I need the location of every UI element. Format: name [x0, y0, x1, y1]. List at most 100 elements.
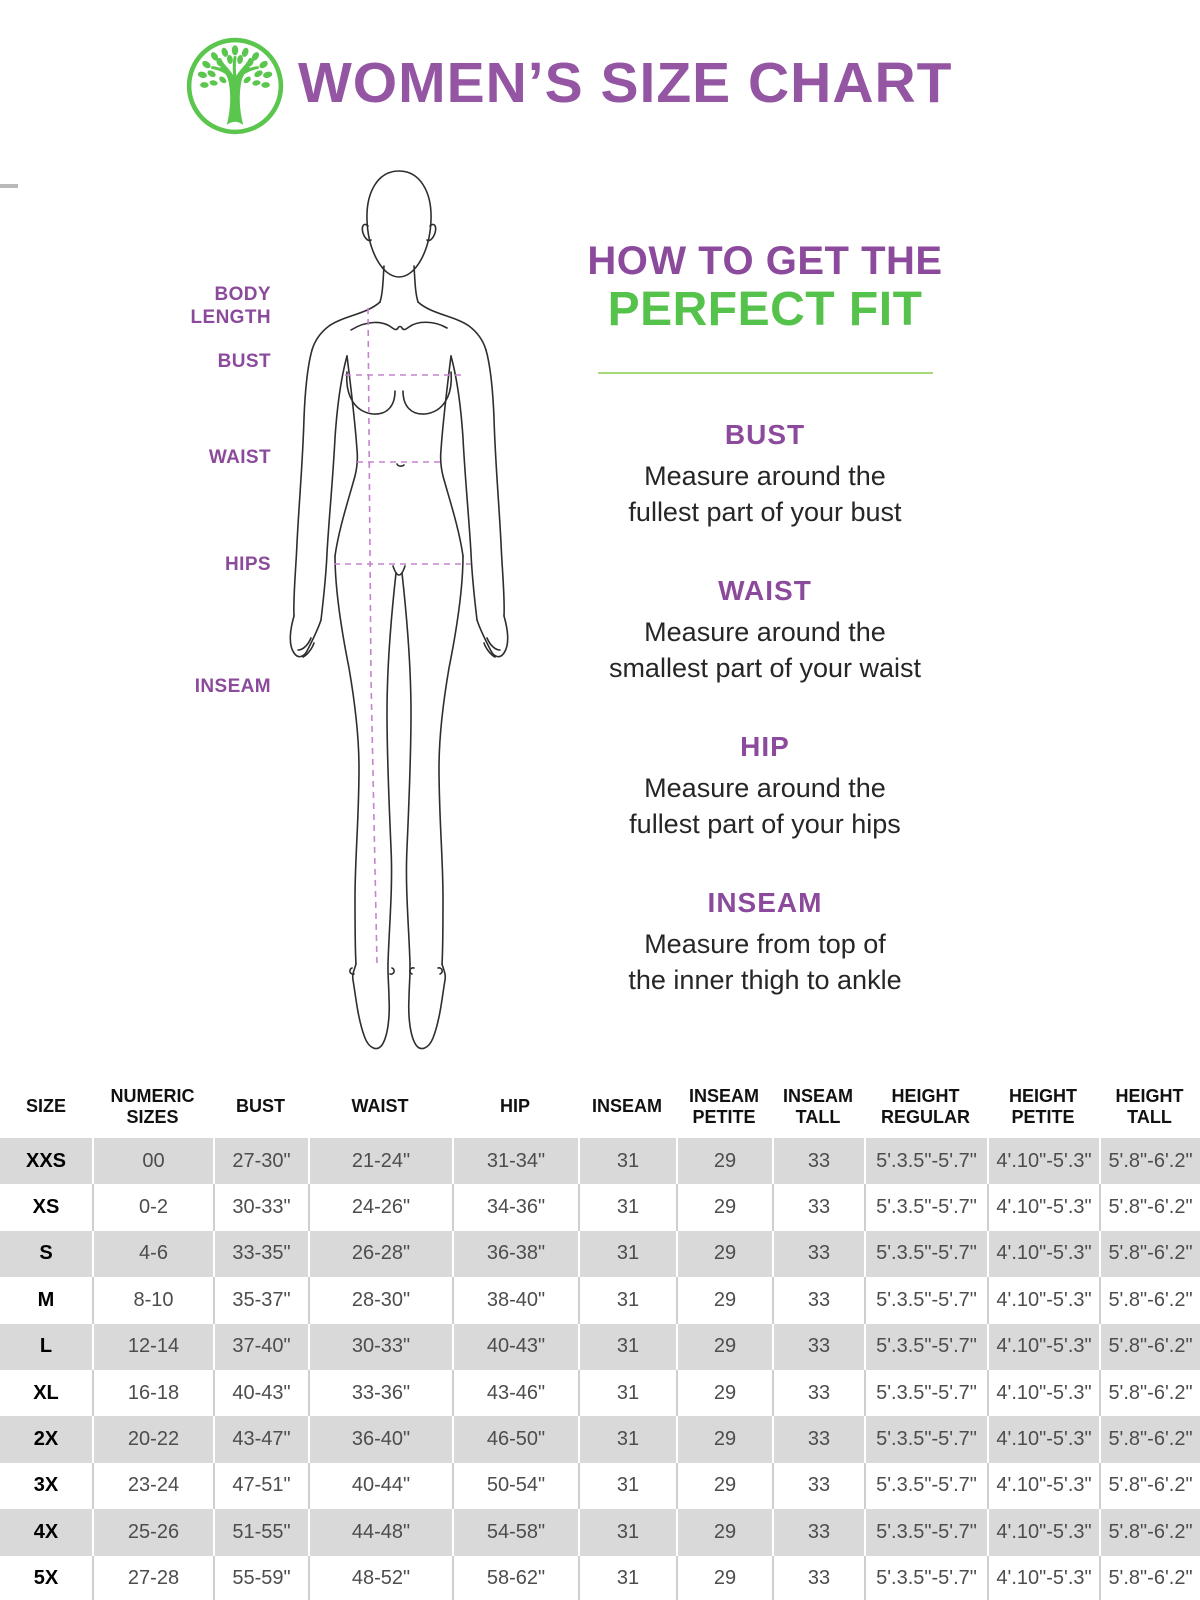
table-cell: 50-54" — [452, 1462, 578, 1510]
table-cell: 29 — [676, 1555, 772, 1600]
table-cell: 4'.10"-5'.3" — [987, 1509, 1099, 1556]
howto-heading-line1: HOW TO GET THE — [587, 239, 943, 283]
table-cell: 4'.10"-5'.3" — [987, 1555, 1099, 1600]
table-cell: 4'.10"-5'.3" — [987, 1277, 1099, 1324]
table-cell: 34-36" — [452, 1184, 578, 1231]
column-header: HEIGHT PETITE — [1008, 1085, 1077, 1127]
table-cell: 29 — [676, 1369, 772, 1417]
table-cell: 24-26" — [308, 1184, 452, 1231]
table-cell: 29 — [676, 1230, 772, 1278]
table-cell: 33 — [772, 1555, 864, 1600]
table-cell: 5'.3.5"-5'.7" — [864, 1323, 987, 1370]
section-text-line: fullest part of your hips — [629, 809, 901, 839]
row-size-label: XL — [0, 1369, 92, 1417]
tree-icon — [186, 37, 284, 135]
table-cell: 33 — [772, 1416, 864, 1463]
table-cell: 37-40" — [213, 1323, 308, 1370]
table-cell: 31 — [578, 1323, 676, 1370]
table-cell: 31 — [578, 1509, 676, 1556]
page-title: WOMEN’S SIZE CHART — [298, 51, 953, 115]
table-cell: 33-36" — [308, 1369, 452, 1417]
table-cell: 40-43" — [213, 1369, 308, 1417]
table-cell: 36-38" — [452, 1230, 578, 1278]
section-text-line: Measure around the — [644, 617, 886, 647]
column-header: INSEAM — [591, 1096, 662, 1116]
column-header: HEIGHT TALL — [1115, 1085, 1184, 1127]
table-cell: 29 — [676, 1509, 772, 1556]
table-cell: 0-2 — [92, 1184, 213, 1231]
figure-label-hips: HIPS — [225, 554, 271, 575]
table-cell: 31 — [578, 1184, 676, 1231]
table-cell: 33 — [772, 1138, 864, 1185]
table-cell: 43-46" — [452, 1369, 578, 1417]
table-cell: 5'.3.5"-5'.7" — [864, 1369, 987, 1417]
row-size-label: XS — [0, 1184, 92, 1231]
row-size-label: 2X — [0, 1416, 92, 1463]
table-cell: 4'.10"-5'.3" — [987, 1462, 1099, 1510]
table-cell: 4'.10"-5'.3" — [987, 1369, 1099, 1417]
table-cell: 30-33" — [213, 1184, 308, 1231]
table-cell: 47-51" — [213, 1462, 308, 1510]
row-size-label: 4X — [0, 1509, 92, 1556]
table-cell: 16-18 — [92, 1369, 213, 1417]
table-cell: 33 — [772, 1462, 864, 1510]
table-cell: 40-44" — [308, 1462, 452, 1510]
section-heading: WAIST — [718, 575, 812, 606]
table-cell: 00 — [92, 1138, 213, 1185]
row-size-label: 3X — [0, 1462, 92, 1510]
table-cell: 48-52" — [308, 1555, 452, 1600]
table-cell: 4'.10"-5'.3" — [987, 1323, 1099, 1370]
table-cell: 31 — [578, 1462, 676, 1510]
section-text-line: Measure around the — [644, 461, 886, 491]
table-cell: 55-59" — [213, 1555, 308, 1600]
size-chart-table: SIZE NUMERIC SIZES BUST WAIST HIP INSEAM INSEA… — [0, 1075, 1200, 1600]
table-cell: 31 — [578, 1138, 676, 1185]
table-cell: 5'.8"-6'.2" — [1099, 1184, 1200, 1231]
table-cell: 4-6 — [92, 1230, 213, 1278]
table-cell: 5'.3.5"-5'.7" — [864, 1277, 987, 1324]
figure-label-waist: WAIST — [208, 447, 271, 468]
column-header: INSEAM TALL — [782, 1085, 853, 1127]
table-cell: 33 — [772, 1323, 864, 1370]
table-cell: 5'.8"-6'.2" — [1099, 1416, 1200, 1463]
column-header: BUST — [236, 1096, 285, 1116]
column-header: WAIST — [351, 1096, 409, 1116]
section-text-line: smallest part of your waist — [608, 653, 922, 683]
row-size-label: 5X — [0, 1555, 92, 1600]
table-cell: 5'.3.5"-5'.7" — [864, 1555, 987, 1600]
row-size-label: XXS — [0, 1138, 92, 1185]
howto-section-inseam: INSEAM Measure from top of the inner thi… — [580, 887, 950, 998]
table-cell: 23-24 — [92, 1462, 213, 1510]
section-text-line: Measure from top of — [644, 929, 886, 959]
table-cell: 5'.8"-6'.2" — [1099, 1230, 1200, 1278]
body-figure-illustration — [289, 170, 509, 1050]
table-cell: 31 — [578, 1369, 676, 1417]
column-header: HEIGHT REGULAR — [881, 1085, 970, 1127]
table-cell: 4'.10"-5'.3" — [987, 1138, 1099, 1185]
table-cell: 29 — [676, 1416, 772, 1463]
row-size-label: S — [0, 1230, 92, 1278]
left-edge-divider — [0, 184, 18, 188]
table-cell: 36-40" — [308, 1416, 452, 1463]
table-cell: 5'.3.5"-5'.7" — [864, 1509, 987, 1556]
table-cell: 46-50" — [452, 1416, 578, 1463]
figure-label-body-length: BODY LENGTH — [190, 284, 271, 328]
table-cell: 25-26 — [92, 1509, 213, 1556]
table-cell: 5'.8"-6'.2" — [1099, 1462, 1200, 1510]
table-cell: 31 — [578, 1555, 676, 1600]
table-cell: 21-24" — [308, 1138, 452, 1185]
table-cell: 31 — [578, 1230, 676, 1278]
table-cell: 38-40" — [452, 1277, 578, 1324]
table-cell: 5'.3.5"-5'.7" — [864, 1230, 987, 1278]
table-cell: 5'.8"-6'.2" — [1099, 1138, 1200, 1185]
table-cell: 8-10 — [92, 1277, 213, 1324]
howto-heading-line2: PERFECT FIT — [607, 283, 923, 336]
table-cell: 33-35" — [213, 1230, 308, 1278]
table-cell: 51-55" — [213, 1509, 308, 1556]
table-cell: 4'.10"-5'.3" — [987, 1416, 1099, 1463]
section-text-line: the inner thigh to ankle — [628, 965, 902, 995]
table-cell: 31 — [578, 1277, 676, 1324]
table-cell: 58-62" — [452, 1555, 578, 1600]
table-cell: 29 — [676, 1323, 772, 1370]
table-cell: 5'.8"-6'.2" — [1099, 1509, 1200, 1556]
